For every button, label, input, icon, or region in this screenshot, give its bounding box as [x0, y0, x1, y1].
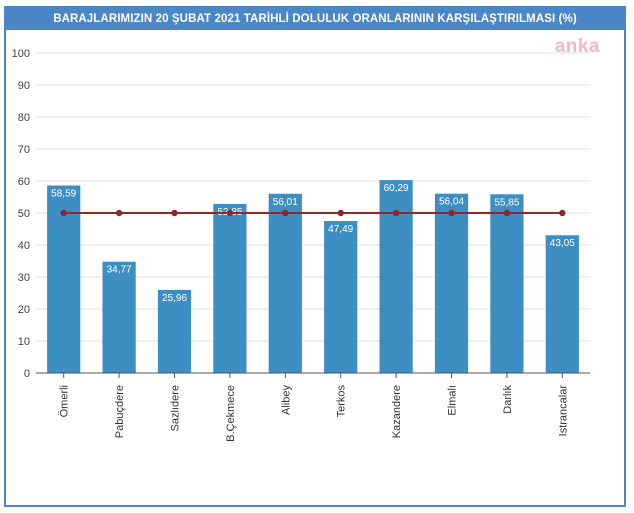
reference-point — [559, 209, 566, 217]
chart-title: BARAJLARIMIZIN 20 ŞUBAT 2021 TARİHLİ DOL… — [6, 8, 624, 30]
y-tick-label: 10 — [18, 336, 30, 348]
x-tick-label: Ömerli — [59, 385, 71, 417]
x-tick-label: Alibey — [280, 385, 292, 415]
reference-point — [448, 209, 455, 217]
bar — [213, 203, 247, 373]
reference-point — [282, 209, 289, 217]
y-tick-label: 90 — [18, 80, 30, 92]
bar — [324, 221, 358, 373]
x-tick-label: Pabuçdere — [114, 385, 126, 438]
y-tick-label: 0 — [24, 368, 30, 380]
x-tick-label: Istrancalar — [557, 385, 569, 437]
bar-series: 58,5934,7725,9652,8556,0147,4960,2956,04… — [47, 180, 579, 373]
y-tick-label: 100 — [12, 48, 30, 60]
reference-point — [392, 209, 400, 217]
bar-value-label: 47,49 — [328, 224, 353, 235]
y-tick-label: 80 — [18, 112, 30, 124]
reference-point — [60, 209, 67, 217]
bar-value-label: 25,96 — [162, 293, 187, 304]
bar — [434, 193, 469, 373]
bar-value-label: 56,01 — [273, 197, 298, 208]
bar — [47, 185, 81, 373]
reference-point — [115, 209, 123, 217]
bar — [545, 235, 579, 373]
bar-value-label: 56,04 — [439, 197, 464, 208]
x-tick-label: Elmalı — [447, 385, 459, 416]
x-tick-label: Sazlıdere — [170, 385, 182, 431]
bar — [490, 194, 524, 373]
reference-point — [337, 209, 344, 217]
watermark-logo: anka — [554, 36, 600, 57]
bar-value-label: 60,29 — [384, 183, 409, 194]
y-tick-label: 70 — [18, 144, 30, 156]
x-tick-label: B.Çekmece — [225, 385, 237, 442]
reference-point — [503, 209, 511, 217]
bar — [379, 180, 413, 373]
bar — [268, 193, 302, 373]
bar-value-label: 55,85 — [494, 197, 519, 208]
bar-value-label: 34,77 — [107, 265, 132, 276]
y-tick-label: 50 — [18, 208, 30, 220]
y-tick-label: 20 — [18, 304, 30, 316]
y-axis: 0 10 20 30 40 50 60 70 80 90 100 — [12, 48, 30, 380]
y-tick-label: 60 — [18, 176, 30, 188]
x-tick-label: Darlık — [502, 385, 514, 414]
y-tick-label: 30 — [18, 272, 30, 284]
x-axis: Ömerli Pabuçdere Sazlıdere B.Çekmece Alibey T… — [36, 372, 590, 442]
bar — [157, 289, 192, 373]
reference-point — [171, 209, 178, 217]
bar — [102, 261, 136, 373]
reference-line — [60, 209, 566, 217]
reference-point — [226, 209, 234, 217]
x-tick-label: Terkos — [336, 385, 348, 418]
x-tick-label: Kazandere — [391, 385, 403, 438]
bar-value-label: 43,05 — [550, 238, 575, 249]
bar-value-label: 58,59 — [51, 189, 76, 200]
y-tick-label: 40 — [18, 240, 30, 252]
